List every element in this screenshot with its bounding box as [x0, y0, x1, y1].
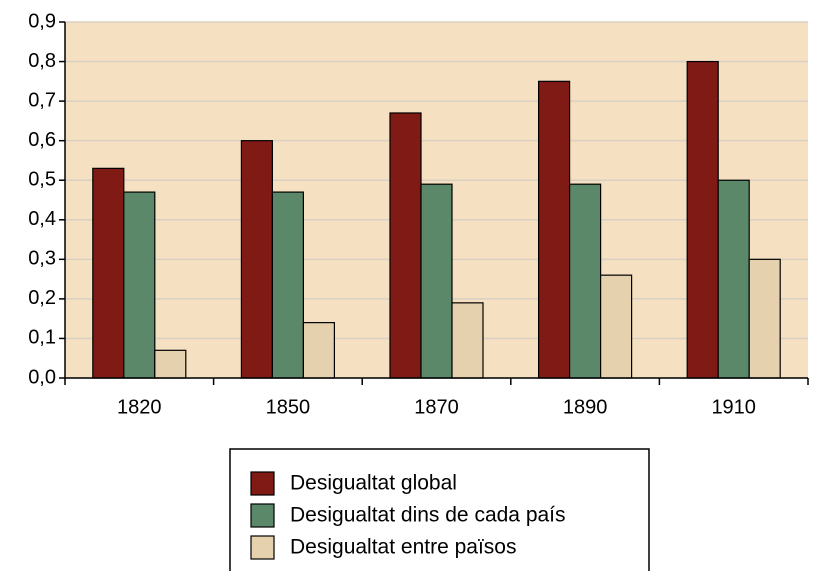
- y-tick-label: 0,9: [28, 10, 56, 32]
- legend-label: Desigualtat global: [290, 472, 457, 495]
- bar: [92, 167, 125, 379]
- legend-swatch: [250, 471, 275, 496]
- x-tick-label: 1850: [266, 396, 311, 418]
- y-tick-label: 0,5: [28, 169, 56, 191]
- bar: [599, 274, 633, 379]
- y-tick-label: 0,0: [28, 366, 56, 388]
- bar: [240, 140, 273, 379]
- bar: [748, 258, 781, 379]
- x-tick-label: 1890: [563, 396, 608, 418]
- bar: [568, 183, 602, 379]
- y-tick-label: 0,3: [28, 248, 56, 270]
- bar: [537, 80, 571, 379]
- x-tick-label: 1910: [711, 396, 756, 418]
- bar: [154, 349, 187, 379]
- bar: [686, 60, 719, 379]
- y-tick-label: 0,4: [28, 208, 56, 230]
- bar: [123, 191, 156, 379]
- y-tick-label: 0,7: [28, 89, 56, 111]
- bar: [389, 112, 422, 379]
- legend-label: Desigualtat dins de cada país: [290, 504, 566, 527]
- x-tick-label: 1870: [414, 396, 459, 418]
- x-tick-label: 1820: [117, 396, 162, 418]
- legend-swatch: [250, 535, 275, 560]
- y-tick-label: 0,8: [28, 50, 56, 72]
- legend-box: [229, 448, 650, 571]
- y-tick-label: 0,6: [28, 129, 56, 151]
- y-tick-label: 0,1: [28, 327, 56, 349]
- bar: [451, 302, 484, 379]
- bar: [717, 179, 750, 379]
- legend-label: Desigualtat entre països: [290, 536, 516, 559]
- bar: [302, 322, 335, 379]
- bar: [420, 183, 453, 379]
- legend-swatch: [250, 503, 275, 528]
- bar: [271, 191, 304, 379]
- y-tick-label: 0,2: [28, 287, 56, 309]
